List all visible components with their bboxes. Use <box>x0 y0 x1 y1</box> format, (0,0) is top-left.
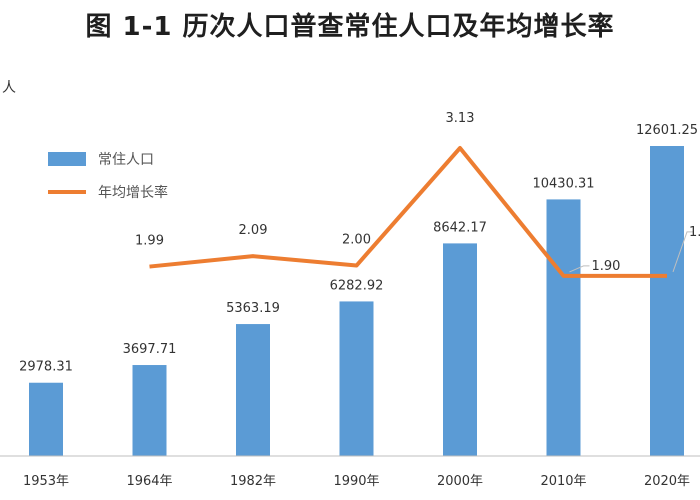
bar-4 <box>443 243 477 456</box>
bar-6 <box>650 146 684 456</box>
y-unit-label: 人 <box>2 80 16 96</box>
bar-2 <box>236 324 270 456</box>
x-tick-labels: 1953年 1964年 1982年 1990年 2000年 2010年 2020年 <box>23 474 690 489</box>
growth-rate-line <box>149 146 667 278</box>
line-layer <box>149 146 668 278</box>
legend: 常住人口 年均增长率 <box>48 152 168 201</box>
rate-value-label-1: 1.99 <box>135 234 164 249</box>
bars-layer <box>29 146 684 456</box>
bar-value-label-5: 10430.31 <box>532 176 594 191</box>
chart-title: 图 1-1 历次人口普查常住人口及年均增长率 <box>85 12 615 42</box>
x-tick-label-5: 2010年 <box>540 474 586 489</box>
bar-value-label-1: 3697.71 <box>123 342 177 357</box>
legend-bar-swatch <box>48 152 86 166</box>
x-tick-label-0: 1953年 <box>23 474 69 489</box>
bar-0 <box>29 382 63 456</box>
bar-3 <box>339 301 374 456</box>
x-tick-label-4: 2000年 <box>437 474 483 489</box>
bar-value-label-4: 8642.17 <box>433 220 487 235</box>
rate-value-label-2: 2.09 <box>239 223 268 238</box>
rate-value-label-4: 3.13 <box>446 111 475 126</box>
labels-layer: 2978.31 3697.71 5363.19 6282.92 8642.17 10430… <box>19 111 700 375</box>
rate-leader-6 <box>672 231 693 273</box>
x-tick-label-6: 2020年 <box>644 474 690 489</box>
bar-value-label-6: 12601.25 <box>636 123 698 138</box>
bar-value-label-2: 5363.19 <box>226 301 280 316</box>
bar-5 <box>546 199 581 456</box>
x-tick-label-3: 1990年 <box>333 474 379 489</box>
rate-leader-5 <box>569 265 590 273</box>
rate-value-label-5: 1.90 <box>592 259 621 274</box>
bar-value-label-3: 6282.92 <box>330 278 384 293</box>
legend-bar-label: 常住人口 <box>98 152 154 168</box>
bar-1 <box>132 365 167 456</box>
legend-line-label: 年均增长率 <box>98 184 168 201</box>
rate-value-label-3: 2.00 <box>342 233 371 248</box>
x-tick-label-1: 1964年 <box>126 474 172 489</box>
x-tick-label-2: 1982年 <box>230 474 276 489</box>
bar-value-label-0: 2978.31 <box>19 360 73 375</box>
rate-value-label-6: 1.9 <box>689 225 700 240</box>
